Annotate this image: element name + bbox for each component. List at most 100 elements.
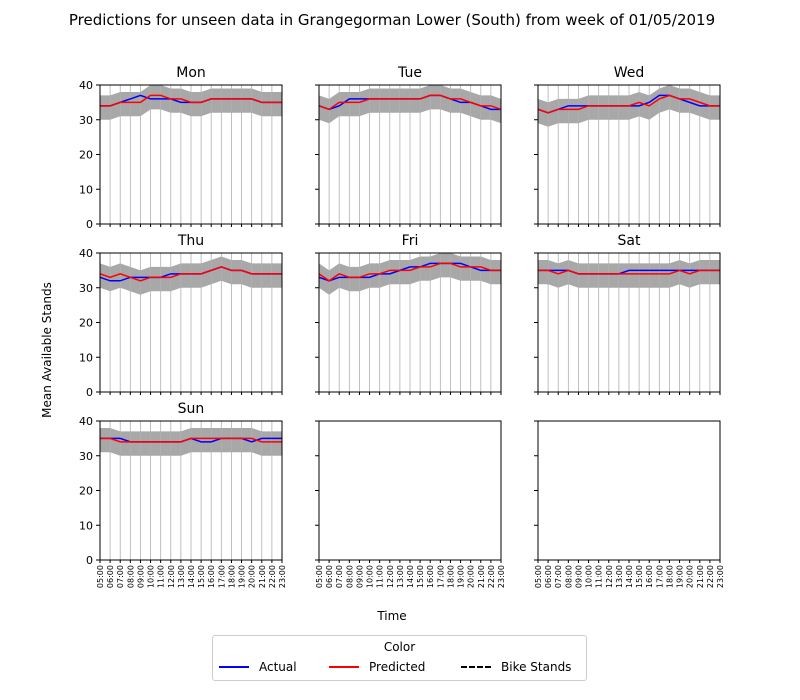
panel-thu: 0 10 20 30 40 Thu: [79, 233, 283, 399]
legend-title: Color: [383, 640, 416, 654]
x-tick-label: 07:00: [335, 565, 344, 588]
x-tick-label: 21:00: [696, 565, 705, 588]
legend-label-actual: Actual: [259, 660, 297, 674]
panel-title: Sat: [618, 233, 641, 249]
legend: Color Actual Predicted Bike Stands: [212, 635, 587, 681]
x-tick-label: 13:00: [396, 565, 405, 588]
x-tick-label: 19:00: [676, 565, 685, 588]
x-tick-label: 17:00: [436, 565, 445, 588]
x-tick-label: 07:00: [116, 565, 125, 588]
x-tick-label: 14:00: [187, 565, 196, 588]
x-tick-label: 18:00: [665, 565, 674, 588]
x-tick-label: 06:00: [325, 565, 334, 588]
x-tick-label: 21:00: [477, 565, 486, 588]
x-tick-label: 06:00: [544, 565, 553, 588]
x-tick-label: 20:00: [248, 565, 257, 588]
panel-title: Fri: [402, 233, 419, 249]
x-tick-label: 21:00: [258, 565, 267, 588]
x-axis-label: Time: [376, 609, 406, 623]
x-tick-label: 17:00: [217, 565, 226, 588]
x-tick-label: 19:00: [457, 565, 466, 588]
x-tick-label: 06:00: [106, 565, 115, 588]
panel-mon: 0 10 20 30 40 Mon: [79, 65, 283, 231]
y-tick-label: 20: [79, 485, 93, 498]
predicted-line: [100, 94, 282, 107]
x-tick-label: 09:00: [574, 565, 583, 588]
x-tick-label: 10:00: [147, 565, 156, 588]
legend-swatch-bike-stands: [461, 666, 491, 668]
y-tick-label: 30: [79, 114, 93, 127]
panel-title: Wed: [614, 65, 645, 81]
panel-sat: Sat: [534, 233, 721, 395]
x-tick-label: 12:00: [386, 565, 395, 588]
x-tick-label: 15:00: [416, 565, 425, 588]
x-tick-label: 12:00: [167, 565, 176, 588]
x-tick-label: 22:00: [268, 565, 277, 588]
y-tick-label: 0: [86, 386, 93, 399]
x-tick-label: 13:00: [177, 565, 186, 588]
x-tick-label: 05:00: [96, 565, 105, 588]
predicted-line: [318, 94, 502, 111]
y-tick-label: 10: [79, 519, 93, 532]
x-tick-label: 19:00: [238, 565, 247, 588]
predicted-line: [318, 262, 501, 282]
x-tick-label: 08:00: [564, 565, 573, 588]
y-tick-label: 20: [79, 149, 93, 162]
panel-fri: Fri: [315, 233, 502, 395]
legend-entry-bike-stands: Bike Stands: [461, 660, 571, 674]
legend-swatch-actual: [219, 666, 249, 668]
y-axis-label: Mean Available Stands: [40, 282, 54, 418]
chart-title: Predictions for unseen data in Grangegor…: [69, 11, 715, 29]
x-tick-label: 11:00: [157, 565, 166, 588]
y-tick-label: 10: [79, 351, 93, 364]
y-tick-label: 30: [79, 282, 93, 295]
x-tick-label: 22:00: [706, 565, 715, 588]
x-tick-label: 20:00: [467, 565, 476, 588]
x-tick-label: 11:00: [376, 565, 385, 588]
legend-swatch-predicted: [329, 666, 359, 668]
panels-group: 0 10 20 30 40 Mon Tue Wed 0 10 20 30 40 Thu Fri Sat 0 10 2…: [79, 65, 725, 588]
x-tick-label: 18:00: [446, 565, 455, 588]
y-tick-label: 10: [79, 183, 93, 196]
y-tick-label: 30: [79, 450, 93, 463]
x-tick-label: 08:00: [126, 565, 135, 588]
x-tick-label: 14:00: [625, 565, 634, 588]
x-tick-label: 17:00: [655, 565, 664, 588]
x-tick-label: 05:00: [315, 565, 324, 588]
x-tick-label: 09:00: [136, 565, 145, 588]
x-tick-label: 16:00: [207, 565, 216, 588]
x-tick-label: 15:00: [197, 565, 206, 588]
x-tick-label: 23:00: [278, 565, 287, 588]
x-tick-label: 14:00: [406, 565, 415, 588]
predicted-line: [538, 269, 720, 275]
y-tick-label: 40: [79, 247, 93, 260]
x-tick-label: 23:00: [497, 565, 506, 588]
legend-entry-actual: Actual: [219, 660, 297, 674]
x-tick-label: 07:00: [554, 565, 563, 588]
panel-empty-7: 05:00 06:00 07:00 08:00 09:00 10:00 11:00 12:00…: [315, 420, 506, 588]
x-tick-label: 11:00: [595, 565, 604, 588]
panel-title: Mon: [176, 65, 206, 81]
x-tick-label: 18:00: [227, 565, 236, 588]
y-tick-label: 20: [79, 317, 93, 330]
panel-tue: Tue: [315, 65, 502, 227]
x-tick-label: 16:00: [645, 565, 654, 588]
x-tick-label: 10:00: [585, 565, 594, 588]
legend-label-predicted: Predicted: [369, 660, 426, 674]
x-tick-label: 16:00: [426, 565, 435, 588]
x-tick-label: 22:00: [487, 565, 496, 588]
panel-title: Thu: [177, 233, 204, 249]
y-tick-label: 0: [86, 218, 93, 231]
x-tick-label: 20:00: [686, 565, 695, 588]
y-tick-label: 40: [79, 415, 93, 428]
x-tick-label: 10:00: [366, 565, 375, 588]
x-tick-label: 23:00: [716, 565, 725, 588]
predicted-line: [99, 266, 282, 282]
legend-entry-predicted: Predicted: [329, 660, 425, 674]
legend-label-bike-stands: Bike Stands: [501, 660, 572, 674]
y-tick-label: 0: [86, 554, 93, 567]
axes-frame: [537, 420, 721, 561]
panel-title: Sun: [178, 401, 205, 417]
